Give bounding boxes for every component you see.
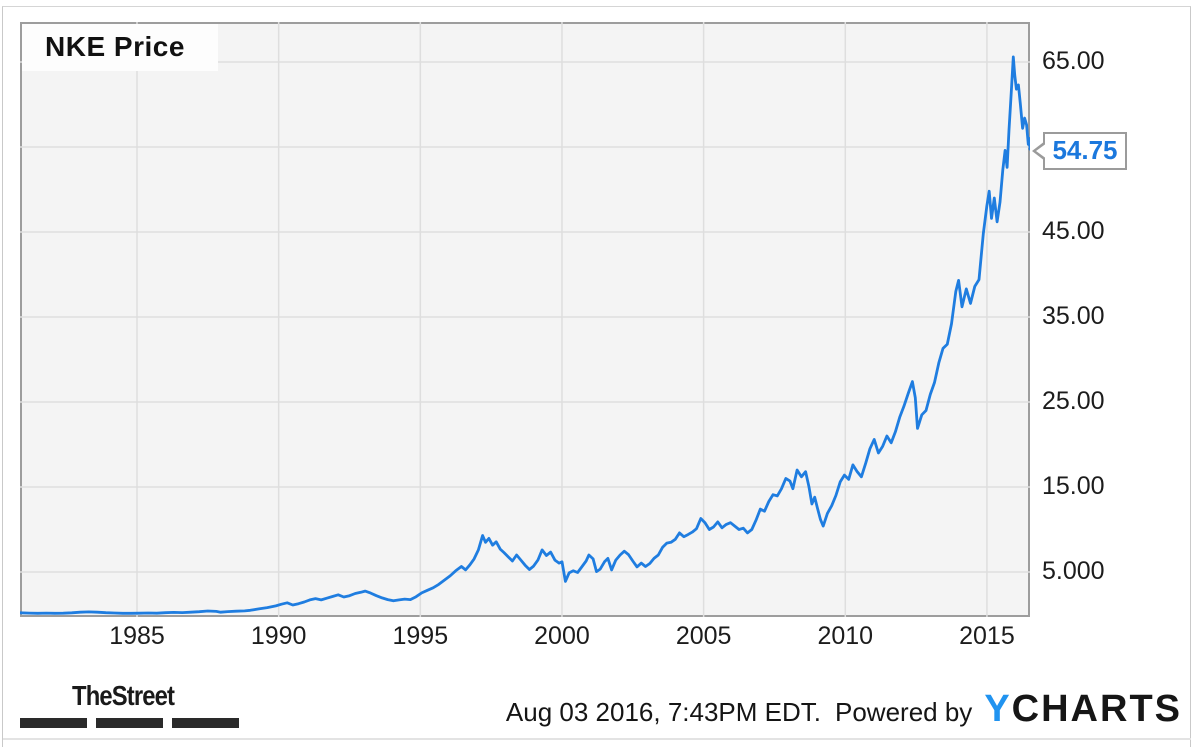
x-axis-label-1985: 1985 — [109, 622, 165, 650]
last-price-value: 54.75 — [1052, 135, 1118, 166]
footer-attribution: Aug 03 2016, 7:43PM EDT. Powered by YCHA… — [506, 688, 1182, 731]
thestreet-bar — [172, 718, 239, 728]
ycharts-logo-y: Y — [984, 688, 1012, 730]
chart-title-box: NKE Price — [22, 24, 218, 71]
ycharts-logo-charts: CHARTS — [1011, 688, 1182, 730]
x-axis-label-1990: 1990 — [250, 622, 307, 650]
y-axis-label-25.00: 25.00 — [1042, 387, 1105, 415]
y-axis-label-35.00: 35.00 — [1042, 301, 1105, 330]
thestreet-bar — [96, 718, 163, 728]
y-axis-label-45.00: 45.00 — [1042, 216, 1105, 245]
y-axis-label-65.00: 65.00 — [1042, 46, 1105, 75]
thestreet-logo-text: TheStreet — [72, 680, 175, 711]
y-axis-label-5.000: 5.000 — [1042, 557, 1105, 586]
x-axis-label-2000: 2000 — [534, 622, 590, 650]
ycharts-logo[interactable]: YCHARTS — [984, 688, 1182, 731]
powered-by-label: Powered by — [835, 697, 973, 727]
bottom-divider — [3, 738, 1191, 740]
last-price-callout: 54.75 — [1032, 132, 1127, 171]
price-line — [20, 55, 1030, 615]
thestreet-logo-bars-icon — [20, 718, 239, 728]
chart-plot-area — [20, 22, 1030, 617]
x-axis-label-2015: 2015 — [959, 622, 1015, 650]
x-axis-label-2010: 2010 — [817, 622, 874, 650]
thestreet-bar — [20, 718, 87, 728]
chart-title: NKE Price — [45, 31, 185, 62]
x-axis-label-1995: 1995 — [392, 622, 449, 650]
price-chart — [20, 22, 1030, 617]
thestreet-logo[interactable]: TheStreet — [20, 680, 240, 732]
chart-timestamp: Aug 03 2016, 7:43PM EDT. — [505, 697, 821, 727]
y-axis-label-15.00: 15.00 — [1042, 472, 1105, 501]
callout-pointer-inner-icon — [1036, 143, 1047, 160]
x-axis-label-2005: 2005 — [675, 622, 732, 650]
